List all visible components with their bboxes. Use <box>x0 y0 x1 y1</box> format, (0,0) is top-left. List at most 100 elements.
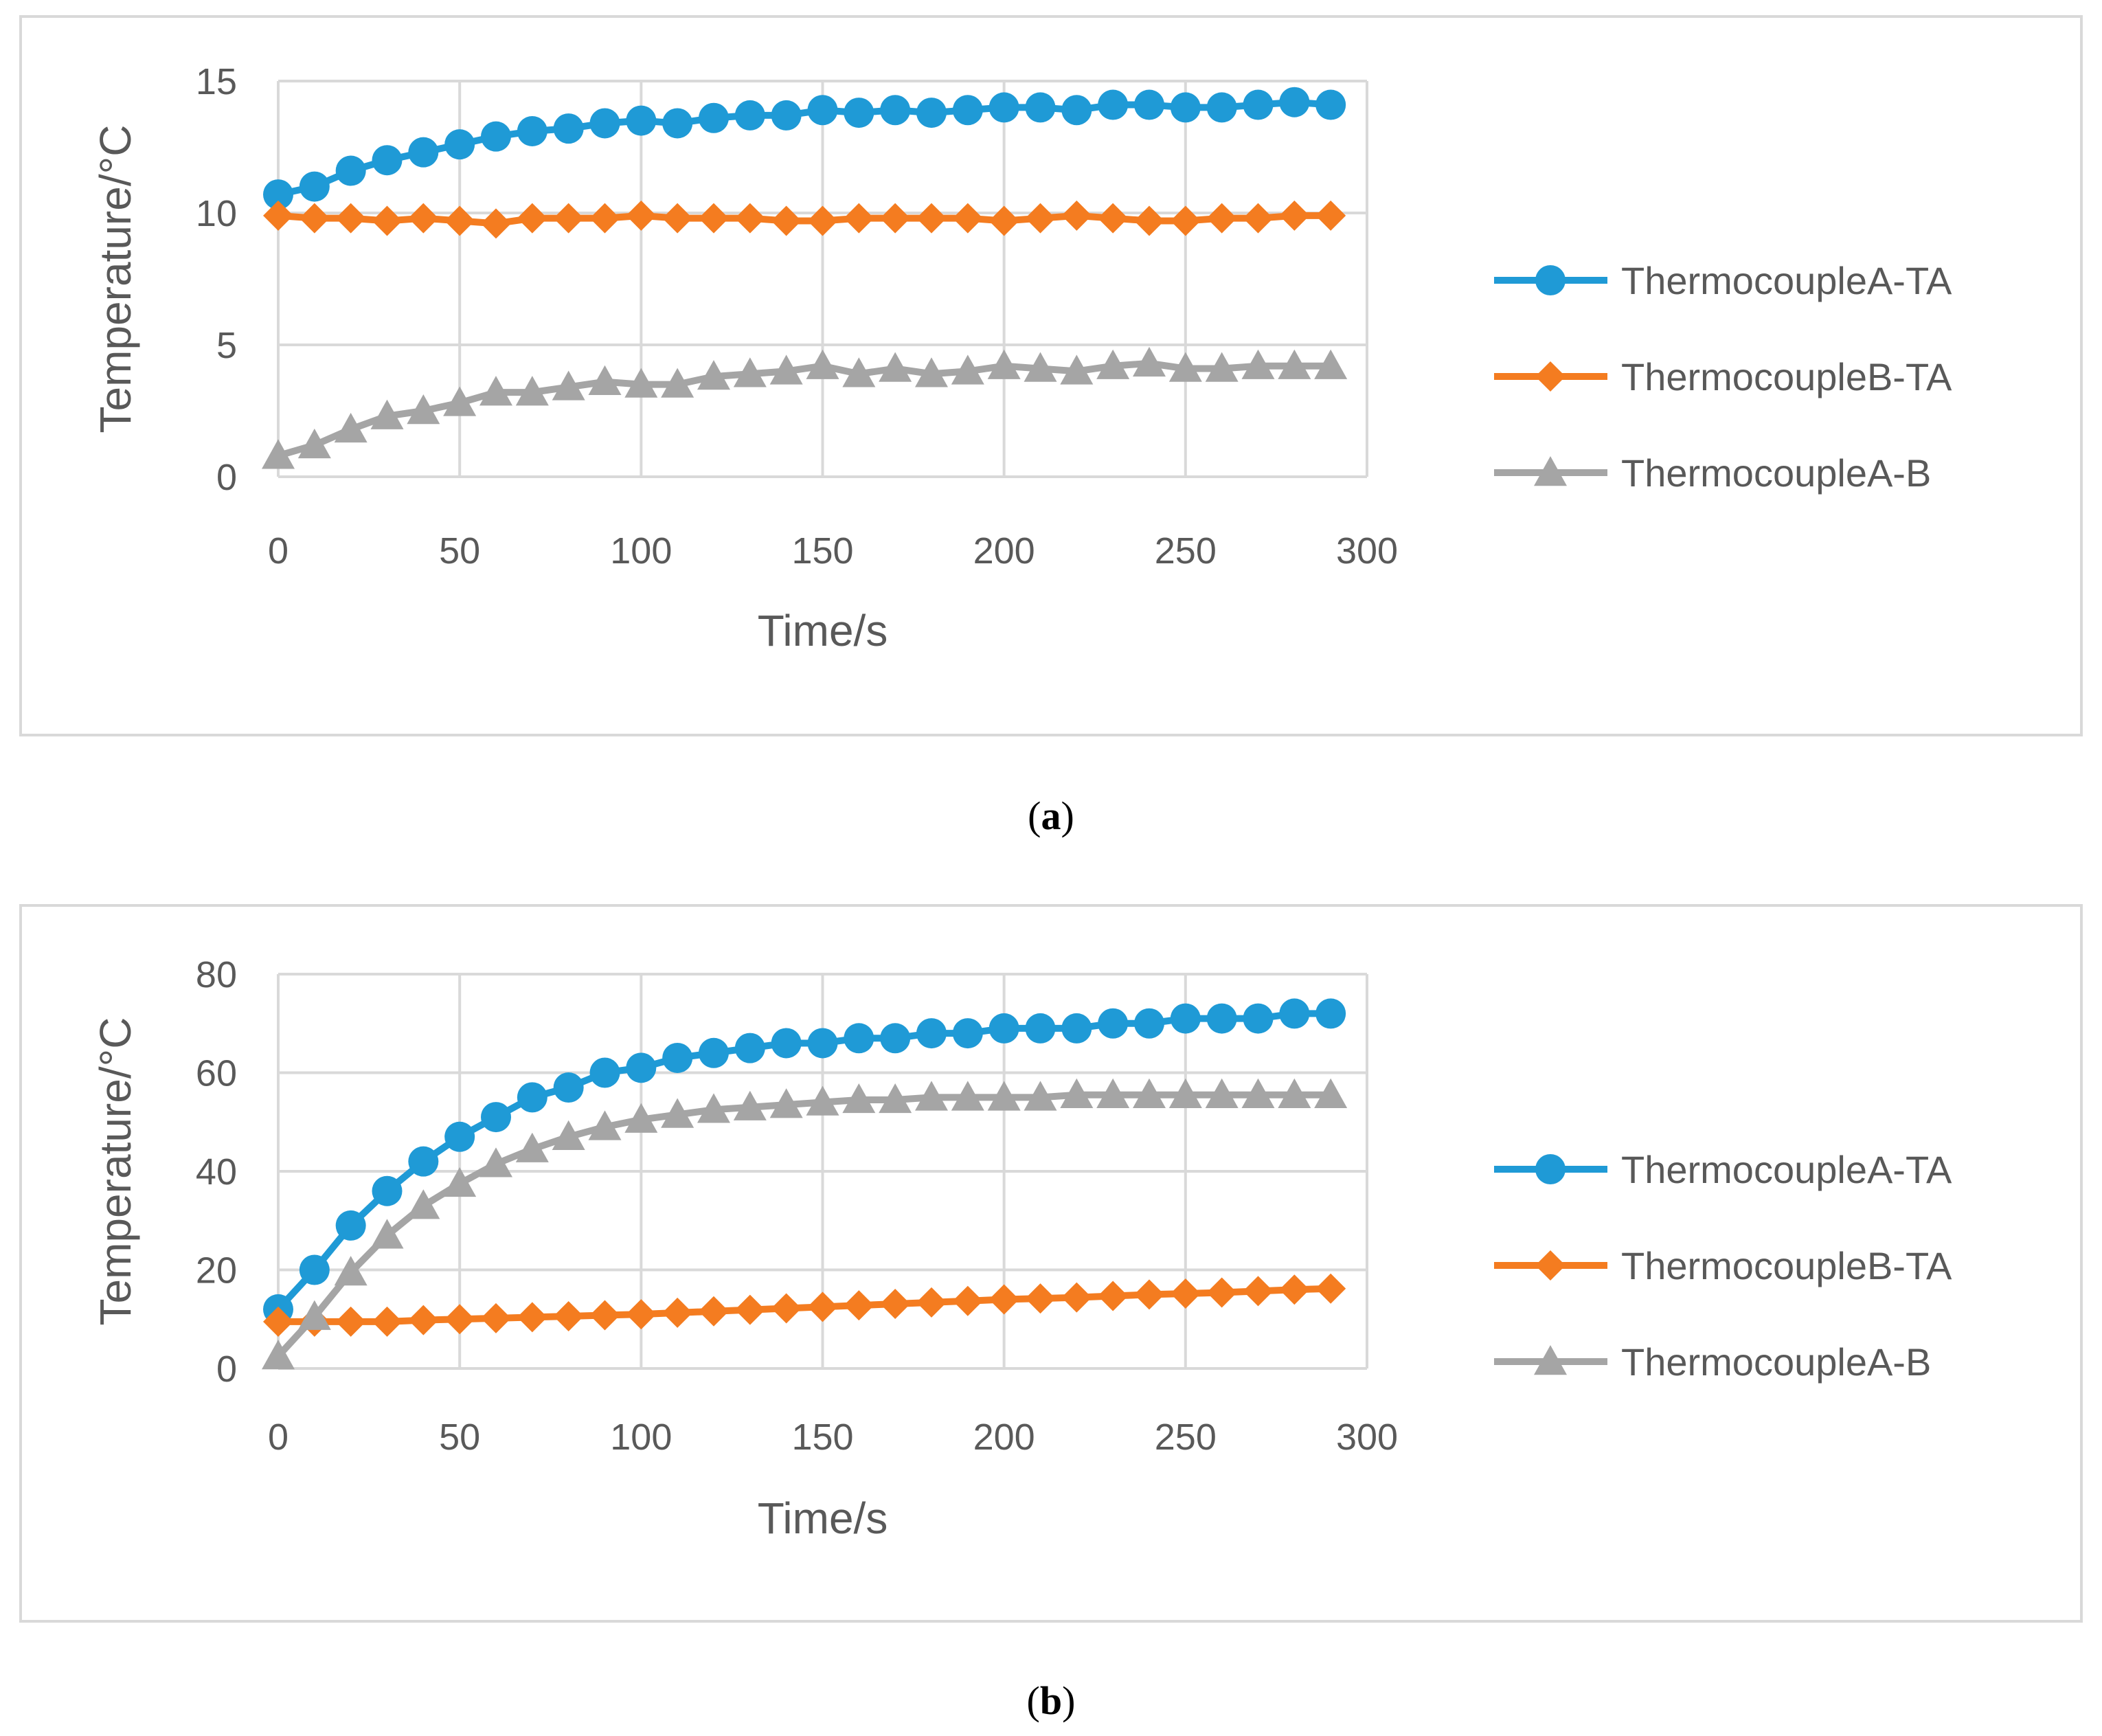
x-tick-label: 200 <box>973 530 1035 572</box>
data-point <box>842 1083 876 1114</box>
data-point <box>372 1175 403 1206</box>
data-point <box>952 1285 983 1316</box>
data-point <box>1243 203 1274 234</box>
data-point <box>952 95 983 126</box>
data-point <box>771 1293 802 1324</box>
legend-item: ThermocoupleB-TA <box>1494 1244 1952 1287</box>
data-point <box>1243 1276 1274 1307</box>
data-point <box>481 1303 511 1333</box>
data-point <box>1314 1078 1348 1108</box>
chart-b: 0 50 100 150 200 250 300 0 20 40 60 80 Time/s Tempera… <box>19 904 2083 1623</box>
data-point <box>444 1304 475 1335</box>
data-point <box>844 98 874 128</box>
data-point <box>1170 1278 1201 1309</box>
x-tick-label: 50 <box>439 530 480 572</box>
data-point <box>880 1289 911 1320</box>
data-point <box>734 100 765 131</box>
data-point <box>1098 1008 1129 1039</box>
data-point <box>1096 1078 1130 1108</box>
data-point <box>1243 89 1274 120</box>
data-point <box>479 1147 512 1177</box>
data-point <box>589 203 620 234</box>
data-point <box>1205 352 1239 382</box>
data-point <box>987 1081 1021 1111</box>
data-point <box>916 1018 947 1049</box>
data-point <box>1278 1078 1311 1108</box>
legend-marker <box>1534 1345 1567 1375</box>
series-circle <box>263 998 1346 1324</box>
y-tick-label: 5 <box>216 325 237 366</box>
data-point <box>299 1254 330 1285</box>
data-point <box>407 1189 440 1219</box>
data-point <box>1279 87 1310 117</box>
data-point <box>662 1042 693 1073</box>
data-point <box>880 95 911 126</box>
data-point <box>552 370 585 401</box>
data-point <box>951 1081 984 1111</box>
data-point <box>1025 1283 1056 1314</box>
data-point <box>916 1287 947 1318</box>
data-point <box>842 357 876 387</box>
data-point <box>699 102 729 133</box>
data-point <box>807 95 838 126</box>
data-point <box>1060 354 1094 385</box>
data-point <box>699 1296 729 1327</box>
data-point <box>1133 1078 1166 1108</box>
data-point <box>626 200 657 231</box>
data-point <box>1279 200 1310 231</box>
data-point <box>1170 1003 1201 1034</box>
data-point <box>769 1088 803 1118</box>
x-axis-title: Time/s <box>758 606 888 655</box>
data-point <box>443 1166 477 1197</box>
data-point <box>733 1090 767 1120</box>
data-point <box>517 1302 547 1333</box>
data-point <box>408 137 439 168</box>
data-point <box>734 203 765 234</box>
data-point <box>408 1305 439 1335</box>
data-point <box>697 360 730 390</box>
data-point <box>769 354 803 385</box>
x-tick-label: 250 <box>1155 530 1217 572</box>
data-point <box>443 386 477 416</box>
y-tick-label: 0 <box>216 457 237 498</box>
x-tick-label: 100 <box>610 530 672 572</box>
data-point <box>515 1132 549 1162</box>
x-tick-label: 200 <box>973 1417 1035 1458</box>
data-point <box>1061 1013 1092 1044</box>
data-point <box>1134 1008 1164 1039</box>
data-point <box>771 205 802 236</box>
x-tick-label: 300 <box>1336 530 1398 572</box>
data-point <box>1241 1078 1275 1108</box>
y-tick-label: 40 <box>196 1151 237 1193</box>
data-point <box>372 205 403 236</box>
data-point <box>662 1297 693 1328</box>
data-point <box>517 115 547 146</box>
data-point <box>880 1023 911 1054</box>
data-point <box>1061 200 1092 231</box>
data-point <box>479 376 512 406</box>
data-point <box>299 171 330 202</box>
data-point <box>844 203 874 234</box>
data-point <box>807 1028 838 1059</box>
data-point <box>517 1082 547 1113</box>
data-point <box>335 155 366 186</box>
data-point <box>844 1023 874 1054</box>
data-point <box>589 108 620 139</box>
x-tick-label: 150 <box>791 1417 853 1458</box>
data-point <box>515 376 549 406</box>
x-axis-title: Time/s <box>758 1493 888 1543</box>
series-diamond <box>263 1273 1346 1337</box>
data-point <box>335 1210 366 1241</box>
x-tick-label: 300 <box>1336 1417 1398 1458</box>
series-triangle <box>262 346 1348 469</box>
legend-label: ThermocoupleA-B <box>1621 451 1931 495</box>
data-point <box>1061 95 1092 126</box>
data-point <box>661 1098 694 1128</box>
data-point <box>262 439 295 469</box>
x-tick-label: 50 <box>439 1417 480 1458</box>
data-point <box>806 1085 839 1116</box>
legend-item: ThermocoupleA-B <box>1494 1340 1931 1384</box>
data-point <box>1170 205 1201 236</box>
data-point <box>806 349 839 379</box>
data-point <box>263 200 293 231</box>
